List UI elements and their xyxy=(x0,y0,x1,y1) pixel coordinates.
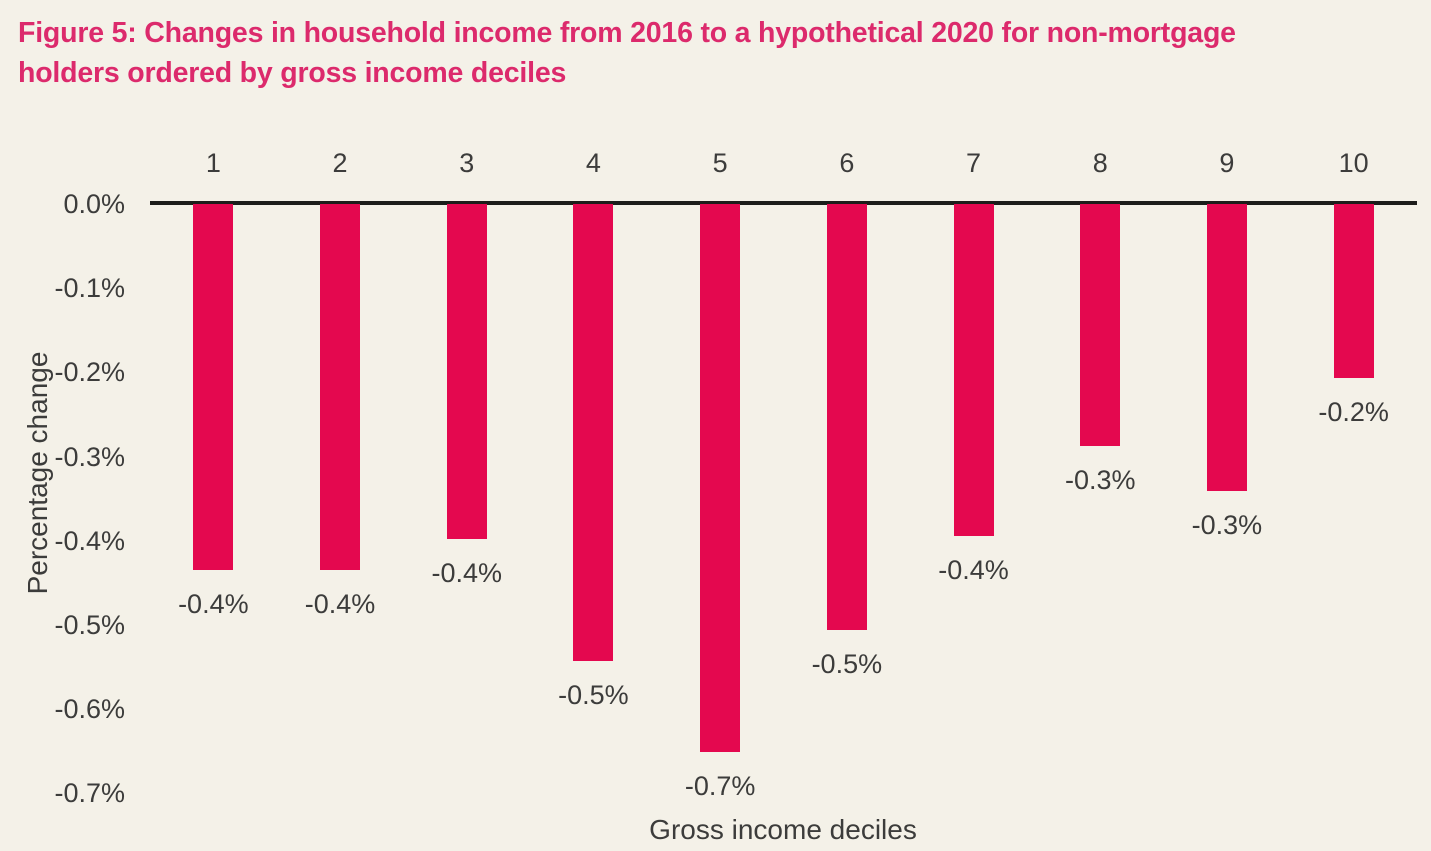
category-label-decile-9: 9 xyxy=(1219,148,1235,178)
bar-value-label-decile-1: -0.4% xyxy=(178,589,249,619)
category-label-decile-2: 2 xyxy=(332,148,348,178)
y-tick-label: -0.1% xyxy=(54,273,125,304)
y-tick-label: -0.5% xyxy=(54,610,125,640)
y-tick-label: -0.4% xyxy=(54,525,125,556)
bar-value-label-decile-3: -0.4% xyxy=(431,558,503,588)
y-tick-label: -0.3% xyxy=(54,441,125,472)
category-label-decile-8: 8 xyxy=(1092,148,1108,178)
bar-value-label-decile-6: -0.5% xyxy=(811,649,883,679)
bar-decile-4 xyxy=(573,204,614,661)
bar-decile-2 xyxy=(320,204,361,570)
bar-value-label-decile-2: -0.4% xyxy=(304,589,376,619)
bar-decile-3 xyxy=(446,204,487,539)
category-label-decile-3: 3 xyxy=(459,148,475,178)
x-axis-title: Gross income deciles xyxy=(649,814,917,845)
zero-baseline-axis-line xyxy=(150,201,1417,205)
bar-decile-6 xyxy=(826,204,867,630)
bar-decile-7 xyxy=(953,204,994,536)
chart-title: Figure 5: Changes in household income fr… xyxy=(18,13,1236,93)
y-tick-label: -0.6% xyxy=(54,694,125,725)
bar-value-label-decile-9: -0.3% xyxy=(1191,510,1263,540)
bar-value-label-decile-8: -0.3% xyxy=(1064,465,1136,495)
y-tick-label: -0.2% xyxy=(54,357,125,388)
chart-title-line1: Figure 5: Changes in household income fr… xyxy=(18,17,1236,49)
bar-decile-10 xyxy=(1333,204,1374,378)
category-label-decile-7: 7 xyxy=(966,148,982,178)
chart-title-line2: holders ordered by gross income deciles xyxy=(18,57,567,89)
bar-decile-9 xyxy=(1206,204,1247,491)
y-tick-label: -0.7% xyxy=(54,778,125,809)
category-label-decile-1: 1 xyxy=(205,148,221,178)
bar-value-label-decile-5: -0.7% xyxy=(684,771,756,801)
bar-decile-1 xyxy=(193,204,234,570)
y-tick-label: 0.0% xyxy=(63,189,125,219)
bar-decile-5 xyxy=(700,204,741,752)
bar-decile-8 xyxy=(1080,204,1121,446)
category-label-decile-6: 6 xyxy=(839,148,855,178)
category-label-decile-5: 5 xyxy=(712,148,728,178)
bar-value-label-decile-4: -0.5% xyxy=(558,680,629,710)
category-label-decile-4: 4 xyxy=(585,148,601,178)
bar-value-label-decile-10: -0.2% xyxy=(1318,397,1389,427)
category-label-decile-10: 10 xyxy=(1338,148,1369,178)
bar-value-label-decile-7: -0.4% xyxy=(938,555,1009,585)
